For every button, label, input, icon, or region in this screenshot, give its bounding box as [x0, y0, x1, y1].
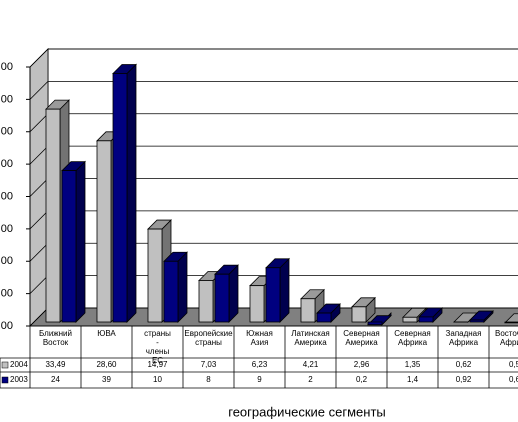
bar-front: [300, 298, 316, 323]
bar-front: [418, 316, 434, 323]
bar-front: [351, 306, 367, 323]
bar: [351, 296, 376, 323]
y-tick-label: 35,00: [0, 93, 13, 105]
bar-front: [249, 285, 265, 323]
data-label: 6,23: [252, 360, 268, 369]
x-tick-label: страны -члены ЕС: [144, 329, 171, 365]
bar: [469, 310, 494, 323]
x-tick-label: ЮВА: [97, 329, 116, 338]
bar-front: [163, 260, 179, 323]
data-label: 9: [257, 375, 262, 384]
bar-side: [75, 160, 86, 323]
legend-swatch: [1, 361, 9, 369]
x-tick-label: Европейские страны: [184, 329, 233, 347]
y-tick-label: 5,00: [0, 288, 13, 300]
y-tick-label: 30,00: [0, 126, 13, 138]
x-tick-label: Северная Африка: [394, 329, 430, 347]
data-label: 0,2: [356, 375, 368, 384]
bar-front: [316, 312, 332, 323]
x-tick-label: Южная Азия: [246, 329, 273, 347]
y-tick-label: 10,00: [0, 255, 13, 267]
x-axis-title: географические сегменты: [228, 404, 386, 419]
data-label: 7,03: [201, 360, 217, 369]
legend-swatch: [1, 376, 9, 384]
y-tick-label: 40,00: [0, 61, 13, 73]
bar-front: [147, 228, 163, 323]
bar-front: [198, 280, 214, 323]
bar-side: [177, 251, 188, 323]
grid-line: [29, 80, 518, 100]
y-tick-label: 15,00: [0, 223, 13, 235]
bar-front: [45, 108, 61, 323]
y-tick-label: 0,00: [0, 320, 13, 332]
bar: [112, 63, 137, 323]
data-label: 33,49: [45, 360, 66, 369]
bar: [265, 257, 290, 323]
bar-front: [504, 321, 518, 324]
bar: [214, 264, 239, 323]
data-label: 0,92: [456, 375, 472, 384]
x-tick-label: Северная Америка: [343, 329, 379, 347]
data-label: 2: [308, 375, 313, 384]
bar-front: [402, 316, 418, 323]
x-tick-label: Западная Африка: [446, 329, 482, 347]
data-label: 1,4: [407, 375, 419, 384]
data-label: 4,21: [303, 360, 319, 369]
data-label: 28,60: [96, 360, 117, 369]
bar-side: [228, 264, 239, 323]
bar: [367, 312, 392, 326]
data-label: 10: [153, 375, 162, 384]
grid-line: [29, 48, 518, 68]
legend-label: 2003: [10, 375, 28, 384]
bar-front: [265, 267, 281, 323]
data-label: 39: [102, 375, 111, 384]
y-tick-label: 25,00: [0, 158, 13, 170]
data-label: 8: [206, 375, 211, 384]
y-tick-label: 20,00: [0, 190, 13, 202]
bar: [61, 160, 86, 323]
data-label: 14,97: [147, 360, 168, 369]
data-label: 0,62: [456, 360, 472, 369]
data-label: 24: [51, 375, 60, 384]
legend-label: 2004: [10, 360, 28, 369]
x-tick-label: ВосточнаяАфрика: [495, 329, 518, 347]
bar-side: [126, 63, 137, 323]
bar-front: [367, 321, 383, 326]
bar: [418, 306, 443, 323]
bar: [316, 303, 341, 323]
bar-front: [61, 170, 77, 323]
data-label: 2,96: [354, 360, 370, 369]
bar: [504, 313, 518, 324]
data-label: 0,6: [509, 375, 518, 384]
x-tick-label: Ближний Восток: [39, 329, 72, 347]
bar-front: [112, 73, 128, 323]
data-label: 1,35: [405, 360, 421, 369]
bar-front: [96, 140, 112, 323]
x-tick-label: Латинская Америка: [291, 329, 330, 347]
bar-front: [214, 273, 230, 323]
bar-front: [469, 319, 485, 323]
bar: [163, 251, 188, 323]
data-label: 0,5: [509, 360, 518, 369]
bar-side: [279, 257, 290, 323]
